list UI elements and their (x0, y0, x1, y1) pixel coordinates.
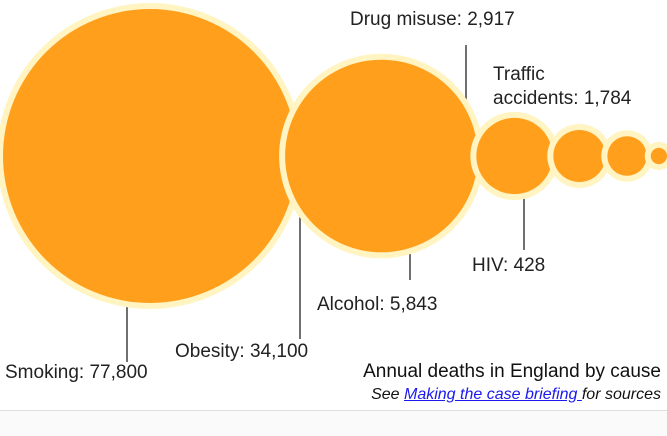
bubble-drug-misuse (553, 129, 606, 183)
bubble-traffic-accidents (607, 136, 647, 176)
label-obesity: Obesity: 34,100 (175, 341, 308, 362)
source-suffix: for sources (581, 386, 661, 403)
bubble-smoking (3, 9, 297, 303)
label-smoking: Smoking: 77,800 (5, 362, 148, 383)
label-alcohol: Alcohol: 5,843 (317, 294, 437, 315)
bubble-labels: Smoking: 77,800 Obesity: 34,100 Alcohol: 5… (5, 9, 632, 383)
label-drug-misuse: Drug misuse: 2,917 (350, 9, 515, 30)
bubbles (0, 3, 667, 309)
chart-title: Annual deaths in England by cause (363, 361, 661, 382)
label-hiv: HIV: 428 (472, 255, 545, 276)
source-note: See Making the case briefing for sources (371, 386, 661, 404)
bubble-hiv (650, 147, 667, 165)
bubble-alcohol (476, 117, 553, 195)
label-traffic-accidents: Traffic accidents: 1,784 (493, 64, 632, 109)
source-prefix: See (371, 386, 404, 403)
footer-strip (0, 410, 667, 436)
bubble-obesity (285, 59, 478, 253)
source-link[interactable]: Making the case briefing (403, 386, 582, 403)
